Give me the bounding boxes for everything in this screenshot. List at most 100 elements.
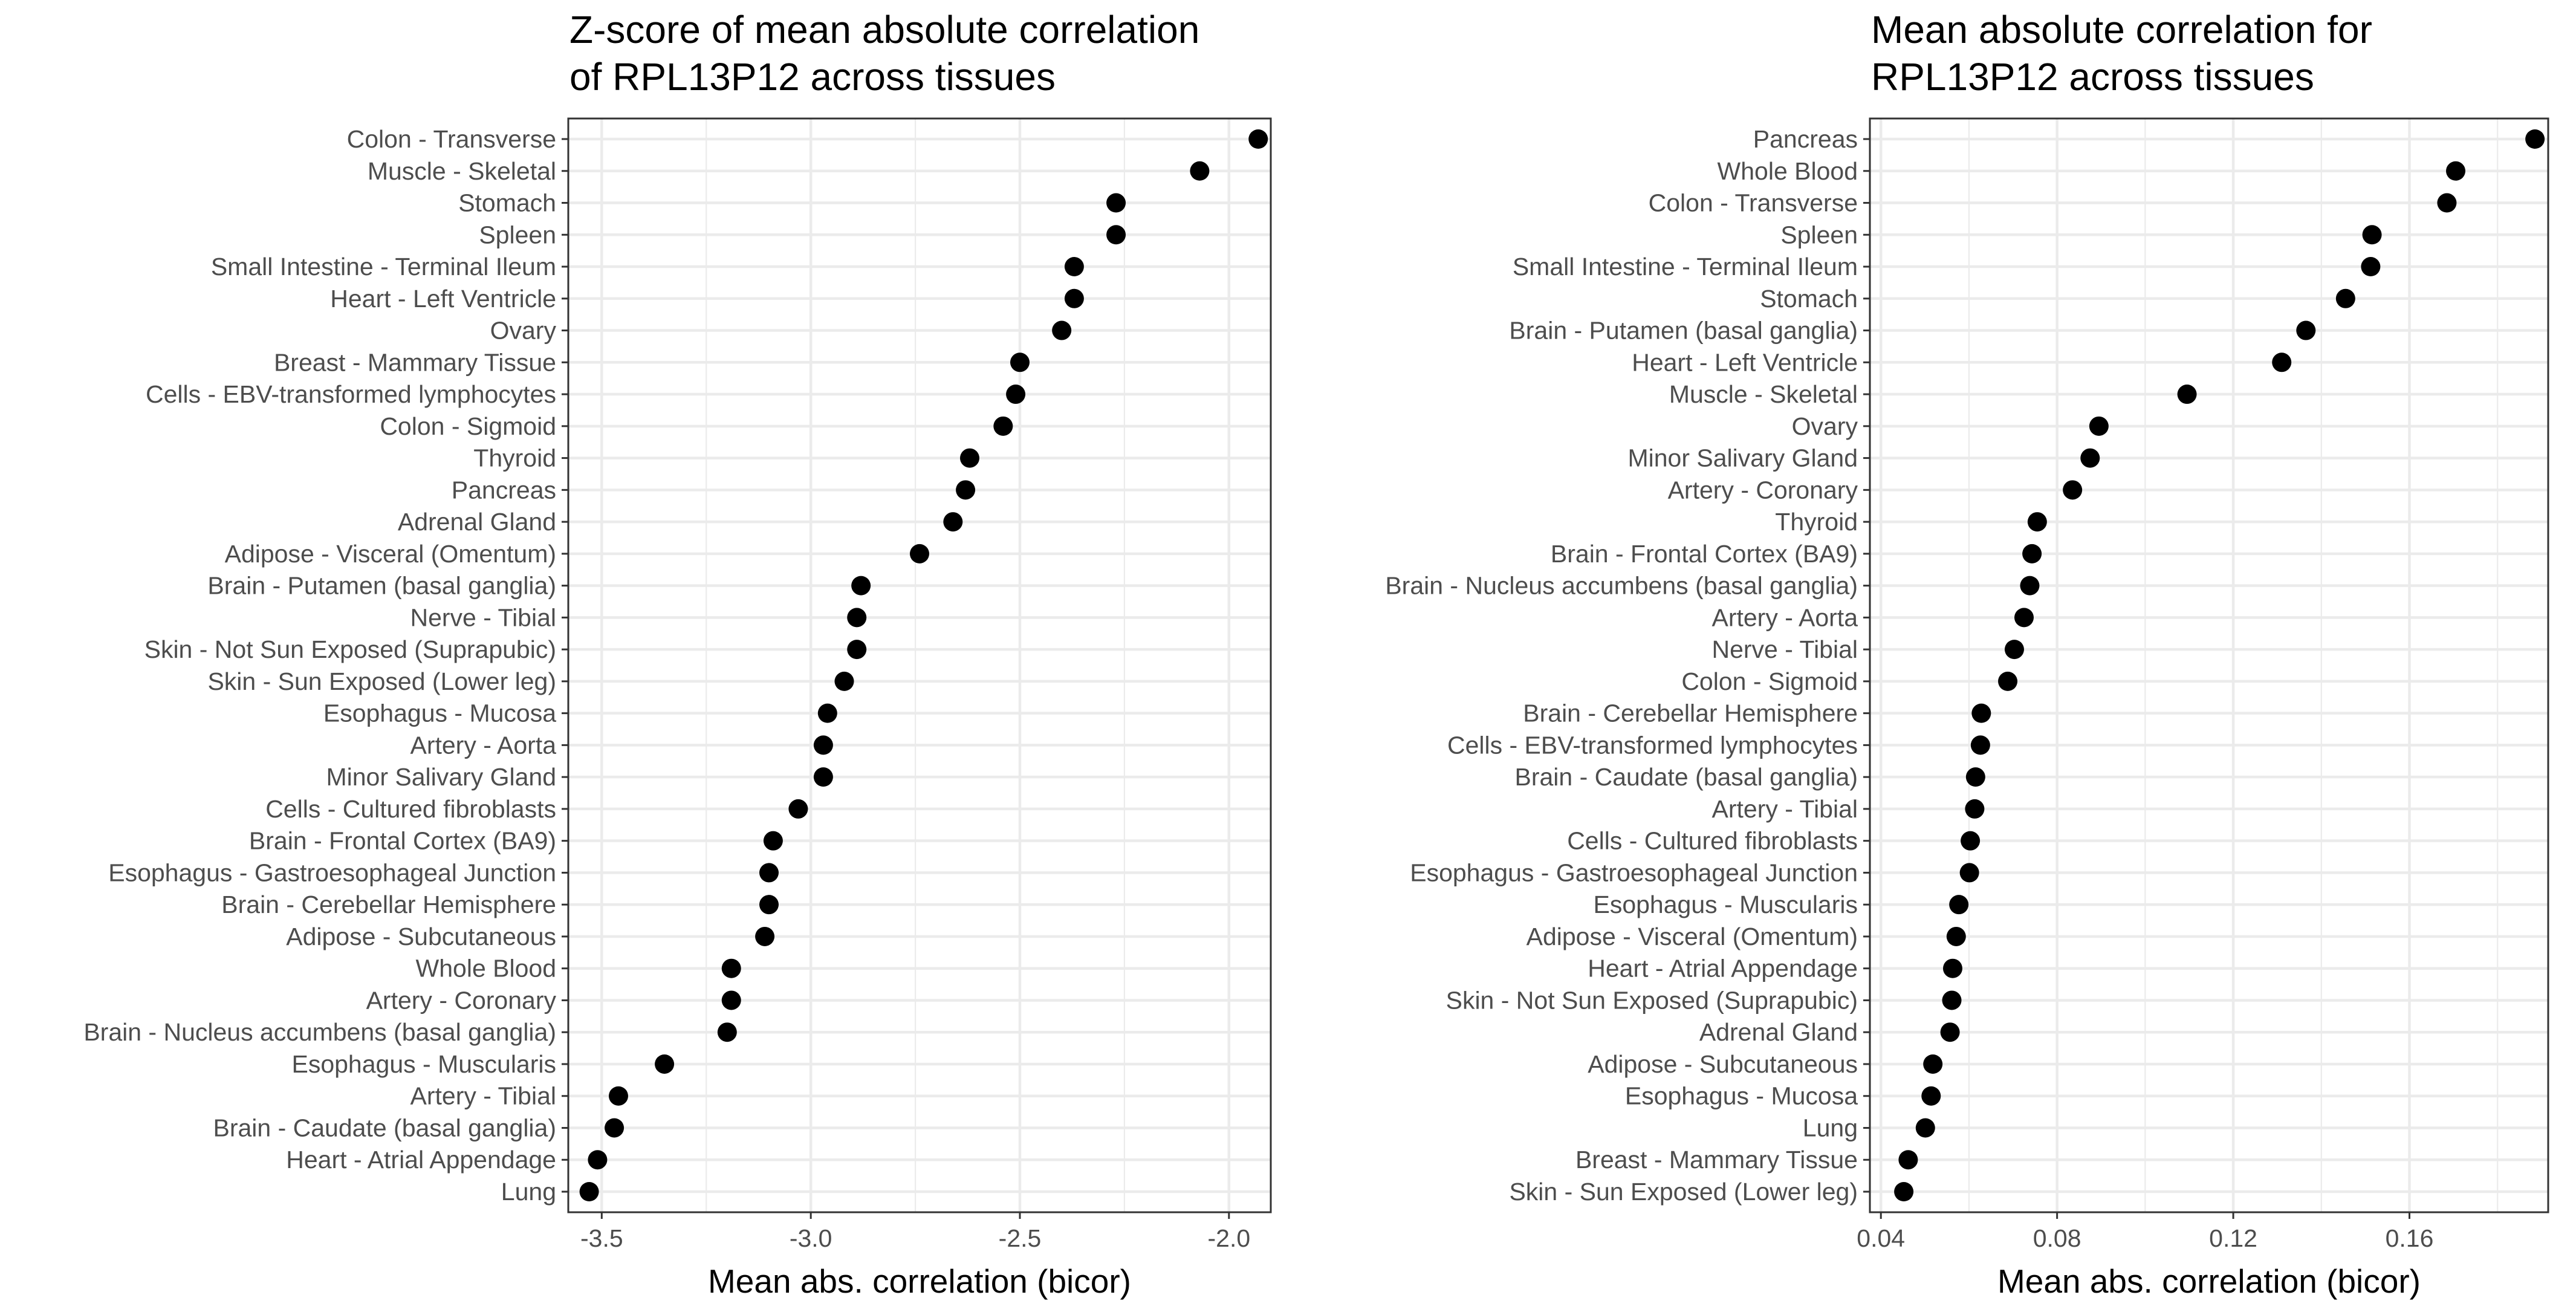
left-data-point: [721, 990, 741, 1010]
right-data-point: [1942, 990, 1962, 1010]
left-data-point: [1106, 225, 1126, 245]
right-data-point: [2020, 576, 2040, 596]
right-category-label: Colon - Sigmoid: [1681, 667, 1858, 695]
right-category-label: Brain - Cerebellar Hemisphere: [1523, 700, 1858, 727]
left-data-point: [960, 448, 979, 468]
left-x-tick-label: -2.5: [999, 1224, 1042, 1252]
right-category-label: Artery - Coronary: [1668, 476, 1858, 504]
left-category-label: Heart - Atrial Appendage: [286, 1146, 556, 1174]
left-category-label: Nerve - Tibial: [410, 603, 556, 631]
left-data-point: [847, 608, 867, 628]
left-category-label: Brain - Putamen (basal ganglia): [207, 572, 556, 600]
right-data-point: [2437, 193, 2457, 213]
left-data-point: [759, 863, 779, 883]
left-data-point: [834, 671, 854, 691]
left-data-point: [993, 416, 1013, 436]
right-chart-title-line-1: Mean absolute correlation for: [1871, 8, 2372, 51]
right-category-label: Heart - Atrial Appendage: [1588, 955, 1858, 982]
right-data-point: [1970, 735, 1990, 755]
right-data-point: [2022, 544, 2042, 563]
left-category-label: Lung: [501, 1178, 556, 1206]
left-data-point: [943, 512, 963, 532]
right-x-tick-label: 0.12: [2209, 1224, 2257, 1252]
right-category-label: Spleen: [1780, 221, 1858, 248]
right-data-point: [1965, 799, 1985, 819]
left-category-label: Colon - Transverse: [347, 125, 556, 153]
right-chart-title: Mean absolute correlation for RPL13P12 a…: [1871, 6, 2372, 100]
left-category-label: Brain - Frontal Cortex (BA9): [249, 827, 556, 855]
right-data-point: [1959, 863, 1979, 883]
left-category-label: Breast - Mammary Tissue: [274, 348, 556, 376]
left-data-point: [851, 576, 871, 596]
left-data-point: [1064, 257, 1084, 277]
left-data-point: [1010, 352, 1030, 372]
right-category-label: Breast - Mammary Tissue: [1575, 1146, 1858, 1174]
right-category-label: Cells - EBV-transformed lymphocytes: [1447, 731, 1858, 759]
right-data-point: [1965, 767, 1985, 787]
right-category-label: Artery - Aorta: [1711, 603, 1858, 631]
left-x-tick-label: -3.5: [580, 1224, 623, 1252]
left-x-tick-label: -2.0: [1208, 1224, 1251, 1252]
right-category-label: Nerve - Tibial: [1711, 635, 1858, 663]
left-category-label: Artery - Coronary: [366, 986, 557, 1014]
left-data-point: [763, 831, 783, 851]
left-data-point: [717, 1022, 737, 1042]
right-data-point: [2525, 129, 2545, 149]
left-data-point: [956, 480, 976, 500]
left-plot-frame: [567, 117, 1272, 1213]
right-data-point: [2446, 161, 2465, 181]
right-data-point: [2089, 416, 2109, 436]
right-data-point: [1894, 1182, 1914, 1201]
right-data-point: [1949, 895, 1969, 915]
right-category-label: Brain - Nucleus accumbens (basal ganglia…: [1385, 572, 1858, 600]
right-data-point: [2027, 512, 2047, 532]
right-data-point: [1946, 926, 1966, 946]
right-category-label: Colon - Transverse: [1649, 189, 1858, 217]
right-data-point: [2296, 320, 2316, 340]
right-category-label: Muscle - Skeletal: [1669, 380, 1858, 408]
left-category-label: Stomach: [458, 189, 556, 217]
right-category-label: Small Intestine - Terminal Ileum: [1513, 253, 1858, 281]
right-data-point: [1971, 703, 1991, 723]
right-category-label: Adipose - Visceral (Omentum): [1526, 923, 1858, 950]
right-category-label: Esophagus - Mucosa: [1625, 1082, 1858, 1110]
left-chart-title-line-1: Z-score of mean absolute correlation: [569, 8, 1200, 51]
left-category-label: Esophagus - Gastroesophageal Junction: [108, 859, 556, 886]
right-data-point: [1915, 1118, 1935, 1138]
left-category-label: Minor Salivary Gland: [326, 763, 556, 791]
right-category-label: Cells - Cultured fibroblasts: [1567, 827, 1858, 855]
right-data-point: [1923, 1054, 1943, 1074]
left-data-point: [759, 895, 779, 915]
left-category-label: Cells - Cultured fibroblasts: [265, 795, 556, 823]
right-data-point: [1998, 671, 2018, 691]
left-category-label: Adrenal Gland: [398, 508, 556, 536]
left-category-label: Esophagus - Mucosa: [323, 700, 556, 727]
right-category-label: Ovary: [1792, 412, 1858, 440]
right-category-label: Brain - Caudate (basal ganglia): [1515, 763, 1858, 791]
right-category-label: Skin - Not Sun Exposed (Suprapubic): [1446, 986, 1858, 1014]
right-category-label: Esophagus - Muscularis: [1593, 891, 1858, 918]
right-data-point: [2272, 352, 2292, 372]
left-data-point: [1006, 385, 1026, 404]
left-category-label: Spleen: [479, 221, 556, 248]
left-category-label: Esophagus - Muscularis: [291, 1050, 556, 1078]
right-data-point: [1940, 1022, 1960, 1042]
right-category-label: Heart - Left Ventricle: [1632, 348, 1858, 376]
right-category-label: Thyroid: [1775, 508, 1858, 536]
right-x-tick-label: 0.08: [2033, 1224, 2081, 1252]
right-data-point: [2177, 385, 2197, 404]
right-data-point: [2063, 480, 2083, 500]
left-category-label: Pancreas: [452, 476, 556, 504]
right-plot-frame: [1869, 117, 2549, 1213]
right-x-axis-title: Mean abs. correlation (bicor): [1997, 1262, 2421, 1300]
right-chart-title-line-2: RPL13P12 across tissues: [1871, 55, 2314, 99]
left-category-label: Colon - Sigmoid: [380, 412, 556, 440]
left-category-label: Brain - Nucleus accumbens (basal ganglia…: [83, 1018, 556, 1046]
left-data-point: [1064, 288, 1084, 308]
left-data-point: [910, 544, 929, 563]
right-data-point: [2014, 608, 2034, 628]
right-category-label: Brain - Frontal Cortex (BA9): [1551, 540, 1858, 568]
left-data-point: [813, 767, 833, 787]
left-data-point: [847, 640, 867, 660]
